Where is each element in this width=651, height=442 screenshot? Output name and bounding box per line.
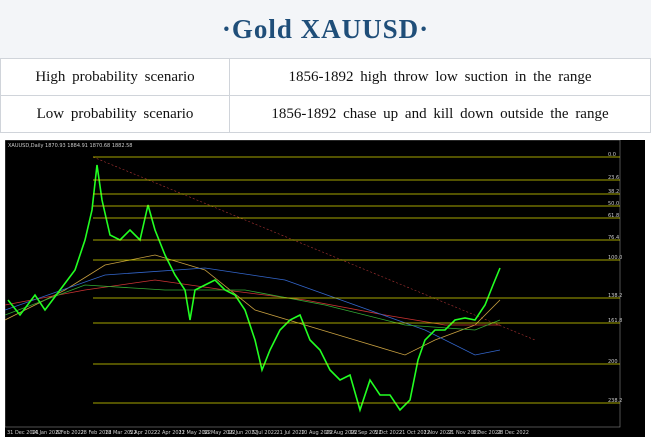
date-label: 28 Feb 2022 (81, 430, 112, 436)
fib-label: 100.0 (608, 255, 622, 261)
date-label: 21 Nov 2022 (448, 430, 480, 436)
date-label: 30 May 2022 (203, 430, 236, 436)
cell: High probability scenario (0, 58, 230, 96)
moving-average (4, 284, 501, 331)
fib-label: 161.8 (608, 318, 622, 324)
date-label: 10 Aug 2022 (301, 430, 333, 436)
date-label: 14 Jan 2022 (32, 430, 62, 436)
title: ·Gold XAUUSD· (0, 0, 651, 58)
date-label: 11 May 2022 (179, 430, 212, 436)
scenario-table: High probability scenario 1856-1892 high… (0, 58, 651, 133)
fib-label: 61.8 (608, 213, 619, 219)
cell: Low probability scenario (0, 95, 230, 133)
chart-image: XAUUSD,Daily 1870.93 1884.91 1870.68 188… (4, 139, 645, 437)
date-label: 5 Jul 2022 (252, 430, 277, 436)
date-label: 31 Dec 2021 (7, 430, 39, 436)
date-label: 29 Aug 2022 (326, 430, 358, 436)
date-label: 18 Mar 2022 (105, 430, 137, 436)
date-label: 21 Oct 2022 (399, 430, 430, 436)
date-label: 16 Sep 2022 (350, 430, 382, 436)
fib-label: 23.6 (608, 175, 619, 181)
fib-label: 38.2 (608, 189, 619, 195)
date-label: 5 Apr 2022 (130, 430, 158, 436)
date-label: 5 Oct 2022 (375, 430, 403, 436)
fib-label: 238.2 (608, 398, 622, 404)
date-label: 8 Dec 2022 (473, 430, 502, 436)
symbol-label: XAUUSD,Daily 1870.93 1884.91 1870.68 188… (8, 143, 133, 149)
moving-average (4, 267, 501, 356)
fib-label: 200 (608, 359, 618, 365)
date-label: 8 Feb 2022 (56, 430, 84, 436)
price-series (7, 164, 501, 413)
fib-label: 138.2 (608, 293, 622, 299)
date-label: 16 Jun 2022 (228, 430, 258, 436)
plot-frame (4, 139, 621, 428)
row: Low probability scenario 1856-1892 chase… (0, 95, 651, 133)
cell: 1856-1892 high throw low suction in the … (229, 58, 651, 96)
fib-label: 50.0 (608, 201, 619, 207)
row: High probability scenario 1856-1892 high… (0, 58, 651, 96)
price-chart: XAUUSD,Daily 1870.93 1884.91 1870.68 188… (4, 139, 622, 436)
date-label: 22 Apr 2022 (154, 430, 185, 436)
date-label: 28 Dec 2022 (497, 430, 529, 436)
cell: 1856-1892 chase up and kill down outside… (229, 95, 651, 133)
fib-label: 0.0 (608, 152, 616, 158)
date-label: 21 Jul 2022 (277, 430, 305, 436)
moving-average (4, 254, 501, 356)
trend-line (92, 156, 536, 341)
fib-label: 76.4 (608, 235, 619, 241)
date-label: 1 Nov 2022 (424, 430, 453, 436)
